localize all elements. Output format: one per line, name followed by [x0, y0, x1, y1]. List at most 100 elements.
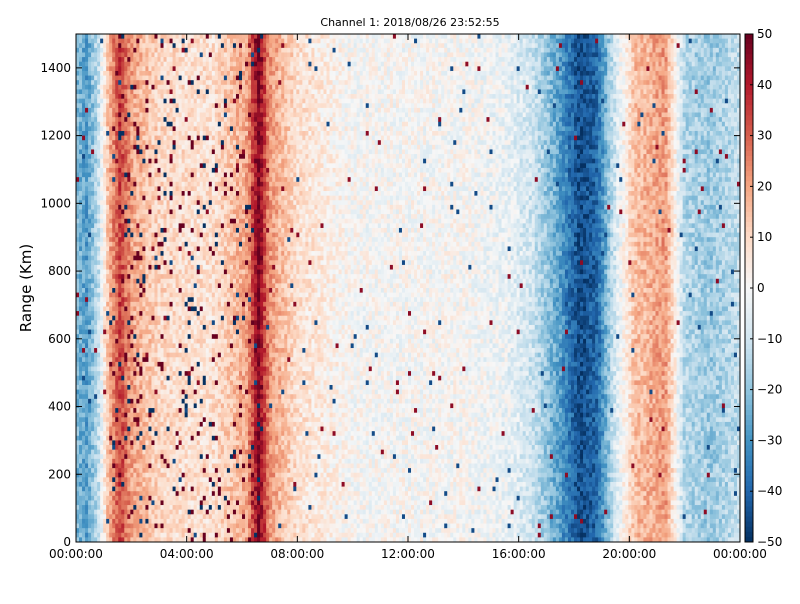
heatmap-cell [136, 509, 140, 515]
heatmap-cell [121, 500, 125, 506]
heatmap-cell [127, 311, 131, 317]
heatmap-cell [175, 80, 180, 86]
heatmap-cell [115, 398, 119, 404]
heatmap-cell [124, 338, 128, 344]
heatmap-cell [91, 47, 95, 53]
heatmap-cell [85, 412, 89, 418]
heatmap-cell [151, 509, 155, 515]
heatmap-cell [91, 394, 95, 400]
heatmap-cell [91, 251, 95, 257]
heatmap-cell [91, 537, 95, 543]
heatmap-cell [88, 458, 92, 464]
heatmap-cell [79, 366, 83, 372]
heatmap-cell [187, 338, 192, 344]
heatmap-cell [106, 163, 110, 169]
heatmap-cell [184, 70, 189, 76]
heatmap-cell [94, 154, 98, 160]
heatmap-cell [208, 371, 213, 377]
heatmap-cell [100, 43, 104, 49]
heatmap-cell [178, 454, 183, 460]
heatmap-cell [187, 186, 192, 192]
heatmap-cell [151, 149, 155, 155]
heatmap-cell [208, 324, 213, 330]
heatmap-cell [88, 306, 92, 312]
heatmap-cell [184, 366, 189, 372]
heatmap-cell [130, 532, 134, 538]
heatmap-cell [208, 454, 213, 460]
heatmap-cell [205, 191, 210, 197]
heatmap-cell [145, 509, 149, 515]
heatmap-cell [112, 57, 116, 63]
heatmap-cell [178, 214, 183, 220]
heatmap-cell [136, 223, 140, 229]
heatmap-cell [79, 47, 83, 53]
heatmap-cell [157, 408, 161, 414]
heatmap-cell [163, 61, 167, 67]
heatmap-cell [142, 232, 146, 238]
heatmap-cell [121, 103, 125, 109]
heatmap-cell [82, 278, 86, 284]
heatmap-cell [121, 204, 125, 210]
heatmap-cell [130, 523, 134, 529]
heatmap-cell [172, 412, 176, 418]
heatmap-cell [118, 103, 122, 109]
heatmap-cell [151, 274, 155, 280]
heatmap-cell [118, 158, 122, 164]
heatmap-cell [142, 357, 146, 363]
heatmap-cell [154, 306, 158, 312]
heatmap-cell [190, 94, 195, 100]
heatmap-cell [115, 375, 119, 381]
heatmap-cell [175, 38, 180, 44]
heatmap-cell [211, 75, 216, 81]
heatmap-cell [106, 38, 110, 44]
heatmap-cell [169, 375, 173, 381]
heatmap-cell [109, 154, 113, 160]
heatmap-cell [115, 61, 119, 67]
heatmap-cell [127, 324, 131, 330]
heatmap-cell [160, 149, 164, 155]
heatmap-cell [76, 486, 80, 492]
heatmap-cell [109, 375, 113, 381]
heatmap-cell [211, 38, 216, 44]
heatmap-cell [157, 149, 161, 155]
heatmap-cell [136, 421, 140, 427]
heatmap-cell [91, 241, 95, 247]
heatmap-cell [118, 195, 122, 201]
heatmap-cell [142, 251, 146, 257]
heatmap-cell [115, 43, 119, 49]
heatmap-cell [166, 121, 170, 127]
heatmap-cell [133, 518, 137, 524]
heatmap-cell [199, 274, 204, 280]
heatmap-cell [115, 334, 119, 340]
heatmap-cell [163, 463, 167, 469]
heatmap-cell [82, 260, 86, 266]
heatmap-cell [133, 214, 137, 220]
heatmap-cell [184, 292, 189, 298]
heatmap-cell [124, 89, 128, 95]
heatmap-cell [193, 514, 198, 520]
heatmap-cell [112, 417, 116, 423]
heatmap-cell [100, 463, 104, 469]
heatmap-cell [163, 491, 167, 497]
heatmap-cell [178, 528, 183, 534]
heatmap-cell [115, 246, 119, 252]
heatmap-cell [136, 75, 140, 81]
heatmap-cell [178, 431, 183, 437]
heatmap-cell [106, 435, 110, 441]
heatmap-cell [166, 246, 170, 252]
heatmap-cell [148, 200, 152, 206]
heatmap-cell [148, 260, 152, 266]
heatmap-cell [172, 495, 176, 501]
heatmap-cell [211, 172, 216, 178]
heatmap-cell [76, 348, 80, 354]
heatmap-cell [148, 329, 152, 335]
heatmap-cell [151, 172, 155, 178]
heatmap-cell [202, 204, 207, 210]
heatmap-cell [163, 348, 167, 354]
heatmap-cell [208, 348, 213, 354]
heatmap-cell [157, 255, 161, 261]
heatmap-cell [202, 126, 207, 132]
heatmap-cell [151, 158, 155, 164]
heatmap-cell [166, 348, 170, 354]
heatmap-cell [130, 389, 134, 395]
